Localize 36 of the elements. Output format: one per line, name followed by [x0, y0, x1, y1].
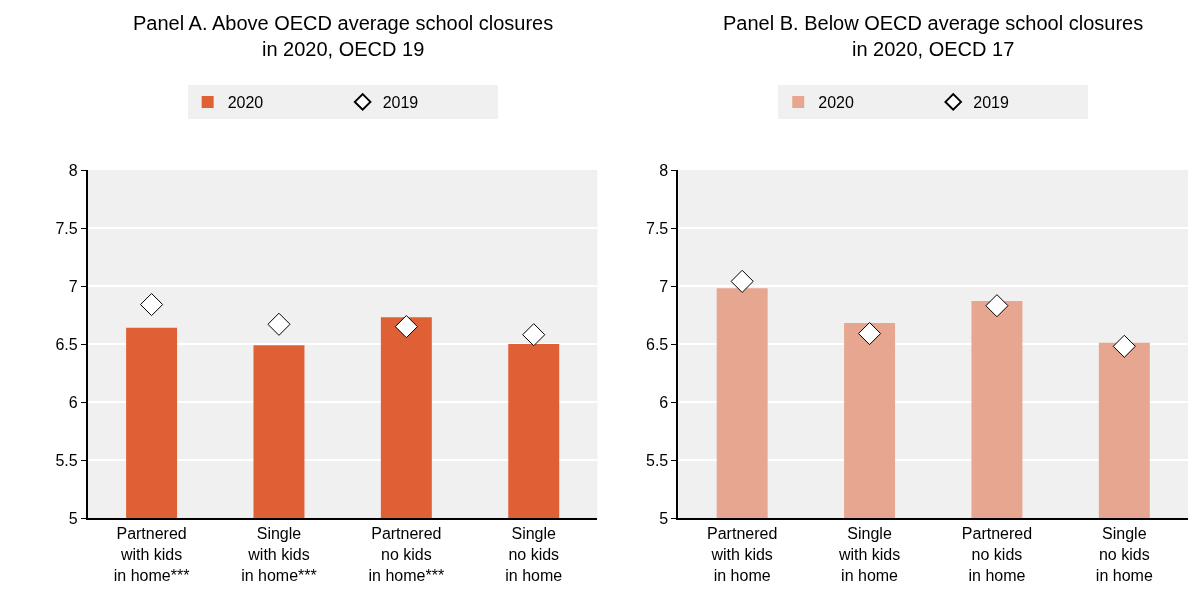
point [730, 269, 754, 293]
x-tick-label: Single with kids in home*** [241, 525, 317, 584]
chart-title: Panel B. Below OECD average school closures in 2020, OECD 17 [723, 12, 1144, 60]
legend-label: 2019 [382, 94, 419, 112]
y-tick-label: 6.5 [646, 335, 669, 353]
point [394, 315, 418, 339]
y-tick-label: 7 [659, 277, 669, 295]
legend-label: 2019 [973, 94, 1009, 112]
y-tick-label: 6.5 [55, 335, 78, 353]
y-tick-label: 6 [68, 393, 78, 411]
y-tick-label: 8 [68, 161, 78, 179]
y-tick-label: 7.5 [646, 219, 669, 237]
legend-label: 2020 [227, 94, 264, 112]
x-tick-label: Partnered with kids in home*** [113, 525, 190, 584]
legend-label: 2020 [818, 94, 854, 112]
x-tick-label: Single no kids in home [1095, 525, 1153, 584]
x-tick-label: Single no kids in home [505, 525, 563, 584]
point [140, 293, 164, 317]
point [267, 312, 291, 336]
y-tick-label: 5 [68, 509, 78, 527]
point [985, 294, 1009, 318]
y-tick-label: 5 [659, 509, 669, 527]
x-tick-label: Partnered no kids in home*** [368, 525, 445, 584]
y-tick-label: 5.5 [55, 451, 78, 469]
y-tick-label: 5.5 [646, 451, 669, 469]
point [1112, 334, 1136, 358]
y-tick-label: 7.5 [55, 219, 78, 237]
y-tick-label: 8 [659, 161, 669, 179]
x-tick-label: Partnered with kids in home [707, 525, 778, 584]
y-tick-label: 6 [659, 393, 669, 411]
x-tick-label: Single with kids in home [837, 525, 901, 584]
point [858, 322, 882, 346]
point [522, 323, 546, 347]
chart-title: Panel A. Above OECD average school closures in 2020, OECD 19 [133, 12, 554, 60]
y-tick-label: 7 [68, 277, 78, 295]
x-tick-label: Partnered no kids in home [961, 525, 1033, 584]
